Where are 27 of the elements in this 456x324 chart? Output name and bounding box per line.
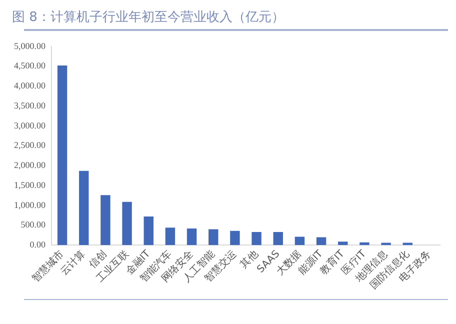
bar bbox=[57, 65, 68, 246]
bar bbox=[338, 242, 348, 246]
bar bbox=[165, 228, 176, 246]
bar bbox=[144, 216, 154, 246]
bar bbox=[186, 228, 197, 246]
y-tick-label: 3,500.00 bbox=[14, 100, 46, 110]
bar bbox=[122, 202, 132, 246]
y-tick-label: 5,000.00 bbox=[14, 40, 46, 51]
bar bbox=[273, 232, 283, 246]
y-tick-label: 0.00 bbox=[30, 240, 46, 250]
bar bbox=[252, 232, 262, 246]
bar bbox=[294, 236, 305, 246]
y-tick-label: 2,500.00 bbox=[14, 140, 46, 150]
y-tick-label: 4,000.00 bbox=[14, 80, 46, 91]
y-tick-label: 3,000.00 bbox=[14, 120, 46, 130]
bar bbox=[100, 195, 110, 246]
bar bbox=[230, 230, 240, 246]
y-tick-label: 2,000.00 bbox=[14, 160, 46, 170]
y-tick-label: 500.00 bbox=[20, 220, 46, 230]
y-tick-label: 1,500.00 bbox=[14, 180, 46, 190]
bar bbox=[208, 229, 218, 246]
bar bbox=[79, 170, 89, 246]
y-tick-label: 4,500.00 bbox=[14, 60, 46, 71]
bar bbox=[316, 237, 326, 246]
chart-title: 图 8：计算机子行业年初至今营业收入（亿元） bbox=[11, 9, 286, 26]
y-tick-label: 1,000.00 bbox=[14, 200, 46, 210]
bar bbox=[360, 242, 370, 246]
